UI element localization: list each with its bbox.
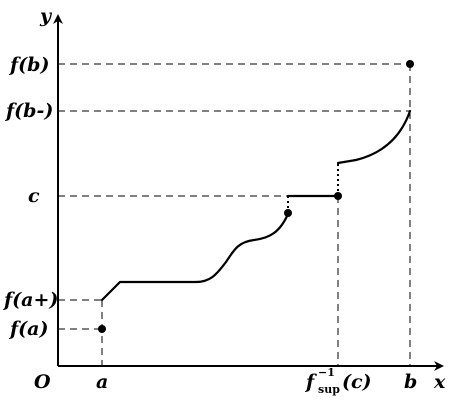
xtick-finv-sub: sup [318, 383, 340, 396]
ytick-fbminus: f(b-) [4, 100, 53, 122]
point-fb [406, 60, 414, 68]
xtick-finv-arg: (c) [342, 371, 372, 393]
ytick-fb: f(b) [8, 54, 49, 76]
curve-segment-3 [336, 109, 412, 165]
ytick-fa: f(a) [8, 318, 48, 340]
point-fa [98, 325, 106, 333]
ytick-c: c [28, 185, 40, 207]
xtick-b: b [404, 371, 417, 393]
y-axis-label: y [39, 5, 53, 27]
xtick-finv-f: f [304, 371, 317, 393]
point-c [334, 192, 342, 200]
curve-segment-1 [100, 212, 290, 302]
guide-lines [58, 63, 411, 366]
origin-label: O [34, 371, 51, 393]
x-axis-label: x [433, 371, 446, 393]
xtick-finv: f −1 sup (c) [304, 366, 372, 396]
function-graph [98, 60, 414, 333]
point-jump-1 [284, 209, 292, 217]
xtick-a: a [96, 371, 108, 393]
ytick-faplus: f(a+) [2, 289, 58, 311]
xtick-finv-sup: −1 [318, 366, 335, 379]
